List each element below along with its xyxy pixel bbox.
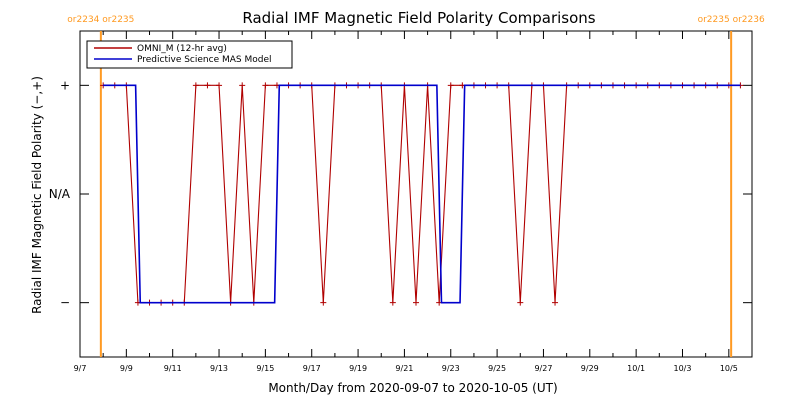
- legend-box: [86, 40, 293, 69]
- data-point: [517, 299, 524, 306]
- x-tick-label: 9/11: [164, 364, 182, 373]
- data-point: [413, 299, 419, 306]
- rotation-marker-label: or2235 or2236: [698, 15, 765, 25]
- x-axis-label: Month/Day from 2020-09-07 to 2020-10-05 …: [268, 381, 557, 395]
- x-tick-label: 9/19: [349, 364, 367, 373]
- x-tick-label: 9/7: [74, 364, 87, 373]
- data-point: [389, 299, 396, 306]
- y-tick-label: −: [60, 296, 70, 310]
- data-point: [552, 299, 559, 306]
- legend-label: Predictive Science MAS Model: [137, 55, 272, 65]
- data-point: [216, 82, 223, 89]
- x-tick-label: 9/29: [581, 364, 599, 373]
- y-tick-label: +: [60, 78, 70, 92]
- data-point: [239, 82, 246, 89]
- data-point: [447, 82, 454, 89]
- x-tick-label: 10/3: [673, 364, 691, 373]
- rotation-marker-label: or2234 or2235: [67, 15, 134, 25]
- series-line-mas: [103, 84, 741, 304]
- x-tick-label: 9/25: [488, 364, 506, 373]
- x-tick-label: 10/1: [627, 364, 645, 373]
- series-line-omni: [103, 84, 741, 304]
- y-axis-label: Radial IMF Magnetic Field Polarity (−,+): [30, 76, 44, 314]
- chart-title: Radial IMF Magnetic Field Polarity Compa…: [242, 9, 595, 27]
- x-tick-label: 9/21: [395, 364, 413, 373]
- x-tick-label: 9/27: [534, 364, 552, 373]
- plot-frame: [79, 30, 753, 358]
- plot-area: 9/7 9/9 9/11 9/13 9/15 9/17 9/19 9/21 9/23 9/25 9/…: [49, 15, 765, 373]
- data-point: [262, 82, 269, 89]
- x-tick-label: 9/15: [256, 364, 274, 373]
- data-point: [320, 299, 327, 306]
- legend-label: OMNI_M (12-hr avg): [137, 44, 227, 54]
- x-tick-label: 9/17: [303, 364, 321, 373]
- x-tick-label: 9/9: [120, 364, 133, 373]
- data-point: [192, 82, 199, 89]
- data-point: [204, 82, 211, 89]
- y-tick-label: N/A: [49, 187, 71, 201]
- x-tick-label: 9/13: [210, 364, 228, 373]
- x-tick-label: 10/5: [720, 364, 738, 373]
- x-tick-label: 9/23: [442, 364, 460, 373]
